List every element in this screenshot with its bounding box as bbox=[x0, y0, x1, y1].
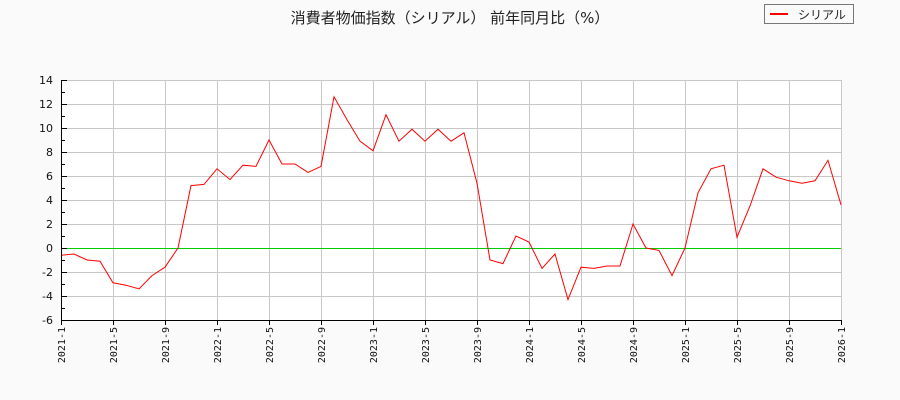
x-tick-label: 2021-1 bbox=[57, 327, 68, 363]
y-tick-label: 8 bbox=[46, 146, 53, 159]
y-tick-label: 0 bbox=[46, 242, 53, 255]
x-tick-label: 2021-5 bbox=[109, 327, 120, 363]
y-tick-label: 4 bbox=[46, 194, 53, 207]
y-tick-label: 2 bbox=[46, 218, 53, 231]
y-tick-label: 6 bbox=[46, 170, 53, 183]
y-tick-label: -4 bbox=[42, 290, 53, 303]
x-axis-ticks: 2021-1 2021-5 2021-9 2022-1 2022-5 2022-9 2023… bbox=[57, 320, 848, 363]
series-polyline bbox=[60, 95, 842, 302]
y-tick-label: 12 bbox=[39, 98, 53, 111]
y-tick-label: -6 bbox=[42, 314, 53, 327]
x-tick-label: 2026-1 bbox=[837, 327, 848, 363]
x-tick-label: 2023-1 bbox=[369, 327, 380, 363]
x-tick-label: 2024-5 bbox=[577, 327, 588, 363]
x-tick-label: 2025-5 bbox=[733, 327, 744, 363]
y-axis-ticks: -6 -4 -2 0 2 4 6 8 10 12 14 bbox=[39, 74, 67, 327]
x-tick-label: 2024-1 bbox=[525, 327, 536, 363]
y-tick-label: 14 bbox=[39, 74, 53, 87]
x-tick-label: 2022-9 bbox=[317, 327, 328, 363]
x-tick-label: 2022-5 bbox=[265, 327, 276, 363]
x-tick-label: 2023-5 bbox=[421, 327, 432, 363]
x-tick-label: 2025-9 bbox=[785, 327, 796, 363]
series-line bbox=[60, 95, 842, 302]
x-tick-label: 2021-9 bbox=[161, 327, 172, 363]
y-tick-label: 10 bbox=[39, 122, 53, 135]
legend: シリアル bbox=[764, 4, 854, 24]
y-tick-label: -2 bbox=[42, 266, 53, 279]
chart-title: 消費者物価指数（シリアル） 前年同月比（%） bbox=[290, 9, 610, 27]
x-tick-label: 2022-1 bbox=[213, 327, 224, 363]
x-tick-label: 2024-9 bbox=[629, 327, 640, 363]
legend-label: シリアル bbox=[798, 7, 846, 22]
x-tick-label: 2025-1 bbox=[681, 327, 692, 363]
x-tick-label: 2023-9 bbox=[473, 327, 484, 363]
legend-swatch-icon bbox=[770, 13, 788, 15]
